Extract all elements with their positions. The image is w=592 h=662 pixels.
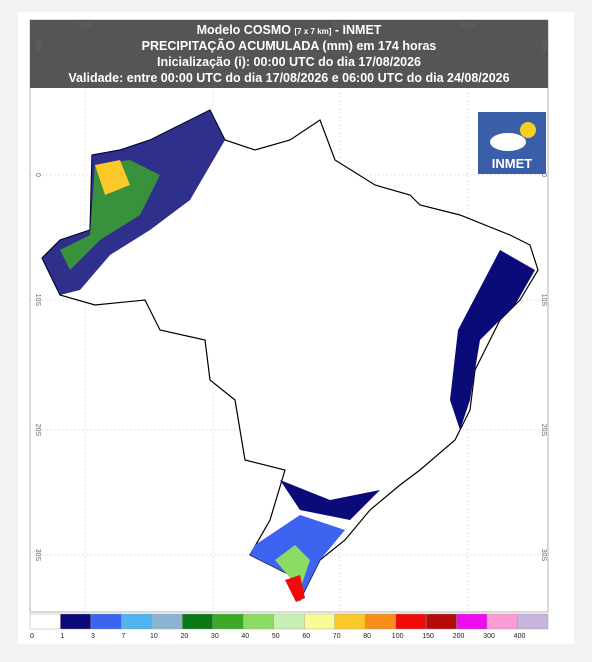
- colorbar-swatch: [60, 613, 92, 630]
- colorbar-label: 50: [272, 633, 280, 640]
- colorbar-label: 150: [422, 633, 434, 640]
- colorbar-label: 400: [514, 633, 526, 640]
- colorbar-swatch: [121, 613, 153, 630]
- colorbar-label: 100: [392, 633, 404, 640]
- lat-label: 10S: [34, 294, 41, 307]
- colorbar: 0 1 3 7 10 20 30 40 50 60 70 80 100 150 200 300 400: [29, 613, 549, 640]
- logo-text: INMET: [492, 156, 533, 171]
- title-box: [30, 20, 548, 88]
- precip-area: [275, 545, 310, 590]
- lat-label: 20S: [34, 424, 41, 437]
- lat-label: 10N: [34, 39, 41, 52]
- colorbar-swatch: [273, 613, 305, 630]
- logo-sun: [520, 122, 536, 138]
- lon-label: 50W: [333, 22, 348, 29]
- lon-label: 40W: [461, 22, 476, 29]
- colorbar-swatch: [29, 613, 61, 630]
- colorbar-swatch: [243, 613, 274, 630]
- colorbar-label: 1: [61, 633, 65, 640]
- title-line: Modelo COSMO [7 x 7 km] - INMET: [197, 23, 382, 37]
- axis-labels: 70W 50W 40W 10N 10N 0 0 10S 10S 20S 20S 30S 30S: [34, 22, 547, 562]
- colorbar-label: 7: [121, 633, 125, 640]
- colorbar-label: 3: [91, 633, 95, 640]
- title-line: Inicialização (i): 00:00 UTC do dia 17/0…: [157, 55, 421, 69]
- colorbar-label: 20: [180, 633, 188, 640]
- title-prefix: Modelo COSMO: [197, 23, 292, 37]
- colorbar-swatch: [90, 613, 122, 630]
- lat-label: 30S: [34, 549, 41, 562]
- lat-label: 30S: [540, 549, 547, 562]
- precip-area: [285, 575, 305, 602]
- colorbar-label: 30: [211, 633, 219, 640]
- title-suffix: - INMET: [331, 23, 381, 37]
- colorbar-swatch: [212, 613, 244, 630]
- lon-label: 70W: [78, 22, 93, 29]
- colorbar-swatch: [304, 613, 335, 630]
- colorbar-label: 70: [333, 633, 341, 640]
- lat-label: 10S: [540, 294, 547, 307]
- colorbar-swatch: [425, 613, 457, 630]
- colorbar-swatch: [395, 613, 427, 630]
- precip-area: [60, 160, 160, 270]
- title-line: Validade: entre 00:00 UTC do dia 17/08/2…: [68, 71, 509, 85]
- colorbar-label: 200: [453, 633, 465, 640]
- precip-area: [450, 250, 535, 430]
- lat-label: 0: [34, 173, 41, 177]
- colorbar-label: 300: [483, 633, 495, 640]
- colorbar-swatch: [456, 613, 488, 630]
- title-line: PRECIPITAÇÃO ACUMULADA (mm) em 174 horas: [142, 38, 437, 53]
- precip-area: [95, 160, 130, 195]
- colorbar-swatch: [334, 613, 366, 630]
- lat-label: 20S: [540, 424, 547, 437]
- colorbar-swatch: [486, 613, 518, 630]
- title-resolution: [7 x 7 km]: [295, 27, 332, 36]
- colorbar-label: 80: [363, 633, 371, 640]
- colorbar-swatch: [182, 613, 214, 630]
- colorbar-swatch: [364, 613, 396, 630]
- colorbar-label: 60: [302, 633, 310, 640]
- colorbar-swatch: [517, 613, 549, 630]
- lat-label: 10N: [540, 39, 547, 52]
- colorbar-label: 40: [241, 633, 249, 640]
- colorbar-label: 10: [150, 633, 158, 640]
- lat-label: 0: [540, 173, 547, 177]
- colorbar-swatch: [151, 613, 183, 630]
- logo-cloud: [490, 133, 526, 151]
- colorbar-label: 0: [30, 633, 34, 640]
- precip-area: [280, 480, 380, 520]
